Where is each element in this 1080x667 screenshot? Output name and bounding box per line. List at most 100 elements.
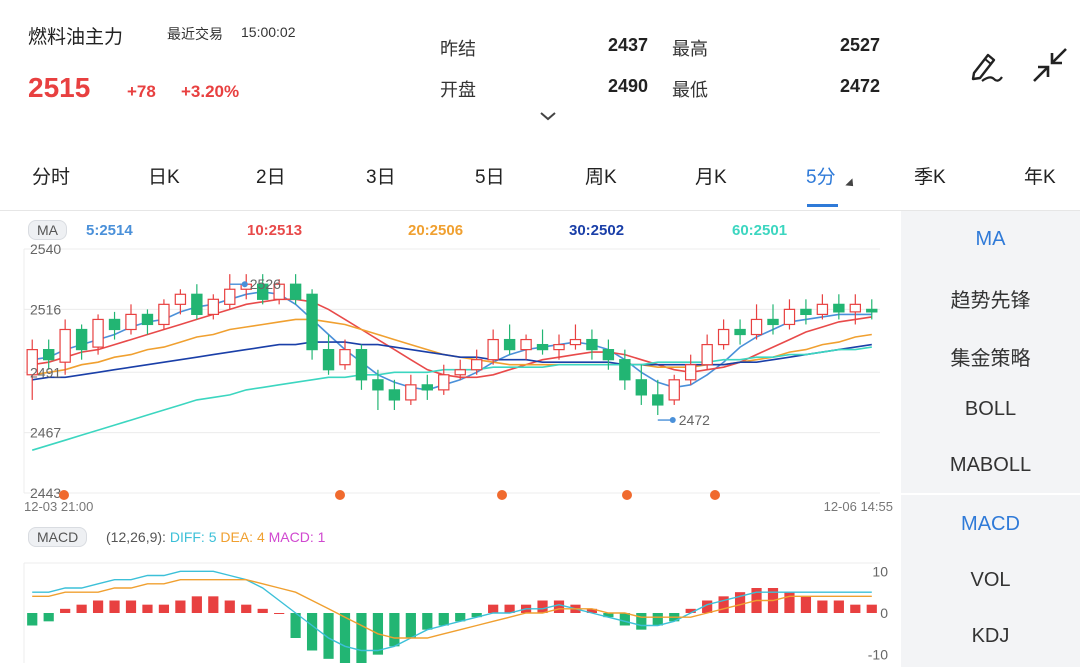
macd-bar: [800, 596, 812, 613]
low-label: 最低: [672, 80, 708, 100]
tab-weekly[interactable]: 周K: [585, 167, 617, 188]
draw-pen-icon[interactable]: [966, 45, 1006, 85]
main-indicator-pill[interactable]: MA: [28, 220, 67, 240]
sub-indicator-pill[interactable]: MACD: [28, 527, 88, 547]
sub-indicator-group: MACD VOL KDJ: [901, 495, 1080, 667]
candle-up: [438, 374, 450, 391]
low-marker-dot: [669, 417, 676, 424]
y-tick-label: 2491: [30, 364, 61, 380]
macd-bar: [405, 613, 416, 638]
candle-down: [602, 349, 615, 361]
macd-bar: [389, 613, 400, 647]
candle-down: [256, 283, 269, 300]
expand-chevron-icon[interactable]: [538, 108, 558, 124]
event-marker-dot: [335, 490, 345, 500]
candle-down: [372, 379, 384, 391]
y-tick-label: 2443: [30, 485, 61, 501]
event-marker-dot: [710, 490, 720, 500]
candle-up: [569, 338, 582, 346]
event-marker-dot: [59, 490, 69, 500]
macd-bar: [125, 600, 137, 613]
low-value: 2472: [839, 76, 880, 96]
macd-bar: [257, 608, 268, 613]
ma20-line: [32, 318, 872, 376]
candle-down: [652, 394, 664, 406]
candle-down: [108, 318, 121, 331]
macd-bar: [504, 604, 515, 613]
y-tick-label: 2467: [30, 425, 61, 441]
macd-bar: [241, 604, 252, 613]
chart-area[interactable]: MA 5:2514 10:2513 20:2506 30:2502 60:250…: [0, 211, 900, 667]
candle-up: [158, 303, 170, 326]
candle-down: [355, 349, 368, 381]
y-tick-label: 2540: [30, 241, 61, 257]
last-price: 2515: [28, 72, 91, 103]
indicator-ma[interactable]: MA: [975, 228, 1006, 250]
macd-bar: [208, 596, 219, 613]
macd-bar: [586, 608, 598, 613]
macd-dea: DEA: 4: [220, 529, 265, 545]
tab-monthly[interactable]: 月K: [695, 167, 727, 188]
collapse-arrows-icon[interactable]: [1030, 45, 1070, 85]
macd-bar: [537, 600, 548, 613]
tab-yearly[interactable]: 年K: [1024, 167, 1056, 188]
candle-up: [174, 293, 187, 305]
candle-up: [339, 349, 351, 366]
candle-up: [125, 313, 137, 331]
prev-settle-value: 2437: [607, 35, 648, 55]
tab-dropdown-caret-icon[interactable]: [845, 178, 857, 190]
indicator-maboll[interactable]: MABOLL: [949, 454, 1032, 476]
macd-bar: [27, 613, 38, 626]
macd-dea-line: [32, 579, 872, 639]
macd-bar: [718, 596, 729, 613]
open-value: 2490: [607, 76, 648, 96]
candle-down: [503, 338, 516, 351]
ma60-value: 60:2501: [732, 222, 788, 239]
candle-down: [388, 389, 401, 401]
tab-quarterly[interactable]: 季K: [914, 167, 946, 188]
low-marker-label: 2472: [679, 412, 710, 428]
candle-down: [734, 328, 746, 336]
tab-daily[interactable]: 日K: [148, 167, 180, 188]
indicator-kdj[interactable]: KDJ: [971, 625, 1010, 647]
candle-down: [322, 349, 335, 371]
indicator-macd[interactable]: MACD: [961, 513, 1020, 535]
candle-up: [668, 379, 680, 401]
candle-up: [273, 283, 285, 300]
macd-bar: [619, 613, 630, 626]
candle-up: [405, 384, 417, 401]
candle-down: [536, 343, 549, 351]
ma5-line: [32, 290, 872, 391]
indicator-vol[interactable]: VOL: [970, 569, 1011, 591]
macd-bar: [488, 604, 499, 613]
macd-bar: [274, 613, 285, 614]
tab-3day[interactable]: 3日: [366, 167, 396, 188]
candle-down: [586, 338, 598, 351]
candle-down: [289, 283, 302, 300]
indicator-panel: MA 趋势先锋 集金策略 BOLL MABOLL MACD VOL KDJ: [901, 211, 1080, 667]
tab-2day[interactable]: 2日: [256, 167, 286, 188]
candle-up: [750, 318, 763, 336]
macd-y-tick-label: -10: [868, 647, 888, 663]
candle-up: [26, 349, 38, 376]
tab-5day[interactable]: 5日: [475, 167, 505, 188]
macd-bar: [702, 600, 713, 613]
macd-bar: [191, 596, 202, 613]
macd-bar: [553, 600, 565, 613]
high-marker-dot: [241, 281, 248, 288]
x-start-label: 12-03 21:00: [24, 499, 93, 514]
candle-up: [92, 318, 104, 348]
candle-down: [306, 293, 318, 351]
x-end-label: 12-06 14:55: [824, 499, 893, 514]
indicator-boll[interactable]: BOLL: [964, 398, 1017, 420]
macd-bar: [92, 600, 104, 613]
tab-intraday[interactable]: 分时: [32, 167, 71, 188]
tab-5min[interactable]: 5分: [806, 167, 836, 188]
price-change-pct: +3.20%: [181, 82, 240, 101]
ma30-value: 30:2502: [569, 222, 625, 239]
candle-down: [421, 384, 434, 391]
indicator-trend-pioneer[interactable]: 趋势先锋: [950, 290, 1031, 312]
indicator-capital-strategy[interactable]: 集金策略: [950, 348, 1031, 370]
ma30-line: [32, 341, 872, 381]
candle-up: [224, 288, 236, 305]
